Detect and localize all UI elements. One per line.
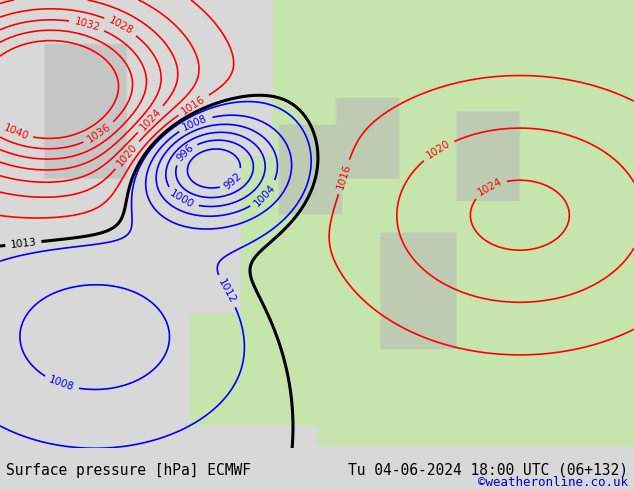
Text: 1016: 1016 [335, 163, 353, 191]
Text: 996: 996 [174, 143, 195, 164]
Text: ©weatheronline.co.uk: ©weatheronline.co.uk [477, 476, 628, 489]
Text: Surface pressure [hPa] ECMWF: Surface pressure [hPa] ECMWF [6, 463, 251, 478]
Text: 1012: 1012 [216, 277, 238, 305]
Text: 1036: 1036 [86, 122, 113, 145]
Text: 1004: 1004 [252, 182, 277, 208]
Text: 1000: 1000 [168, 189, 196, 210]
Text: 1008: 1008 [48, 375, 75, 393]
Text: 1028: 1028 [107, 15, 135, 37]
Text: 1040: 1040 [2, 122, 30, 142]
Text: 1024: 1024 [138, 106, 164, 132]
Text: 1032: 1032 [73, 16, 101, 33]
Text: 1013: 1013 [10, 237, 37, 250]
Text: 1008: 1008 [181, 113, 209, 133]
Text: Tu 04-06-2024 18:00 UTC (06+132): Tu 04-06-2024 18:00 UTC (06+132) [347, 463, 628, 478]
Text: 1024: 1024 [476, 176, 504, 198]
Text: 1020: 1020 [425, 139, 452, 161]
Text: 1016: 1016 [180, 94, 207, 116]
Text: 992: 992 [223, 171, 244, 191]
Text: 1020: 1020 [115, 142, 139, 169]
